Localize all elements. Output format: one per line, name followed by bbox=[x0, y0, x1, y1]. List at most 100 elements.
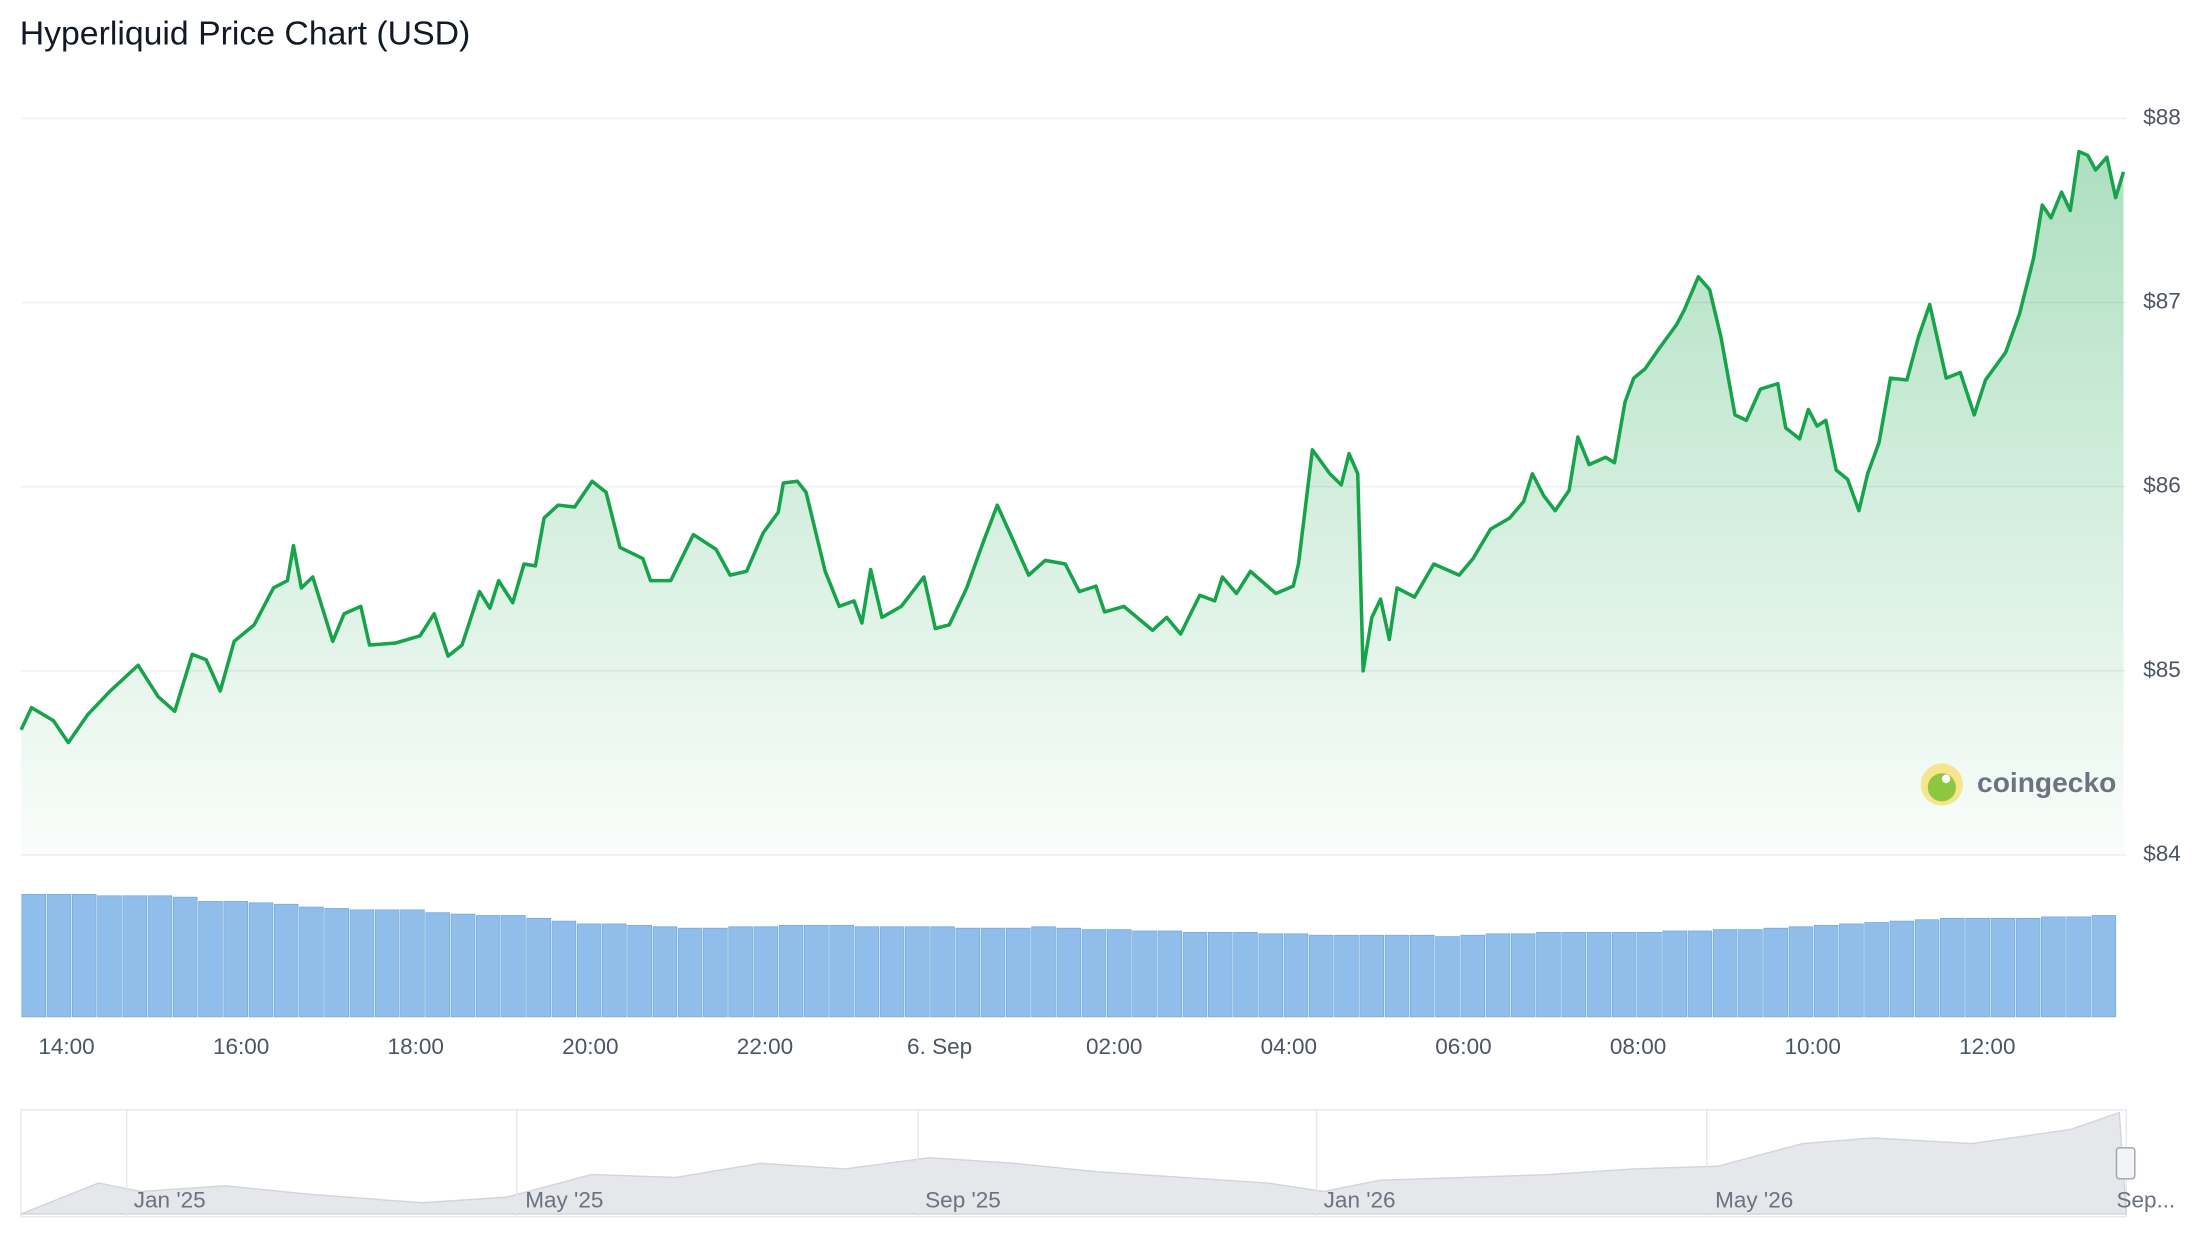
navigator-label: May '25 bbox=[525, 1187, 603, 1212]
volume-bar bbox=[1914, 919, 1940, 1018]
volume-bar bbox=[1839, 923, 1864, 1018]
volume-bar bbox=[930, 926, 955, 1018]
volume-bar bbox=[71, 894, 97, 1018]
volume-bar bbox=[1788, 926, 1814, 1018]
volume-bar bbox=[1359, 934, 1385, 1018]
volume-bar bbox=[677, 927, 703, 1018]
x-tick-label: 22:00 bbox=[737, 1034, 793, 1059]
volume-bar bbox=[854, 926, 880, 1018]
navigator: Jan '25 May '25 Sep '25 Jan '26 May '26 … bbox=[20, 1109, 2175, 1218]
volume-bar bbox=[1687, 930, 1713, 1018]
volume-bar bbox=[1990, 917, 2016, 1018]
volume-bar bbox=[703, 927, 728, 1018]
volume-bar bbox=[980, 927, 1006, 1018]
volume-bar bbox=[905, 926, 930, 1018]
volume-bar bbox=[248, 902, 274, 1018]
volume-bar bbox=[1586, 932, 1612, 1018]
volume-bar bbox=[122, 895, 147, 1018]
volume-bar bbox=[879, 926, 905, 1018]
x-tick-label: 14:00 bbox=[38, 1034, 94, 1059]
volume-bar bbox=[1132, 930, 1157, 1018]
volume-bar bbox=[1233, 932, 1258, 1018]
volume-bar bbox=[1056, 927, 1082, 1018]
volume-bar bbox=[1107, 929, 1132, 1018]
volume-bar bbox=[475, 915, 501, 1018]
volume-bar bbox=[1536, 932, 1561, 1018]
x-tick-label: 16:00 bbox=[213, 1034, 269, 1059]
volume-bar bbox=[349, 909, 375, 1018]
volume-bar bbox=[1611, 932, 1637, 1018]
navigator-label: Jan '26 bbox=[1324, 1187, 1396, 1212]
volume-bar bbox=[1763, 927, 1788, 1018]
volume-bar bbox=[273, 903, 299, 1018]
navigator-label: Jan '25 bbox=[134, 1187, 206, 1212]
volume-bar bbox=[1006, 927, 1031, 1018]
volume-bar bbox=[1207, 932, 1233, 1018]
y-tick-label: $87 bbox=[2143, 289, 2181, 314]
volume-bar bbox=[425, 912, 450, 1018]
volume-bar bbox=[299, 906, 324, 1018]
x-tick-label: 04:00 bbox=[1261, 1034, 1317, 1059]
volume-bar bbox=[2091, 915, 2117, 1018]
x-tick-label: 18:00 bbox=[388, 1034, 444, 1059]
volume-bar bbox=[1561, 932, 1586, 1018]
volume-bar bbox=[1712, 929, 1738, 1018]
volume-bar bbox=[2066, 916, 2091, 1018]
watermark: coingecko bbox=[1920, 763, 2116, 806]
volume-bar bbox=[1662, 930, 1687, 1018]
volume-bar bbox=[1258, 933, 1284, 1018]
volume-bar bbox=[97, 895, 122, 1018]
volume-bar bbox=[1460, 934, 1485, 1018]
volume-bar bbox=[1409, 934, 1435, 1018]
volume-bar bbox=[172, 896, 198, 1018]
volume-bar bbox=[652, 926, 678, 1018]
navigator-label: May '26 bbox=[1715, 1187, 1793, 1212]
volume-bar bbox=[198, 901, 223, 1018]
volume-bar bbox=[526, 917, 551, 1018]
x-tick-label: 08:00 bbox=[1610, 1034, 1666, 1059]
volume-bar bbox=[374, 909, 400, 1018]
y-tick-label: $86 bbox=[2143, 473, 2181, 498]
y-tick-label: $84 bbox=[2143, 841, 2181, 866]
volume-bar bbox=[1864, 922, 1889, 1018]
volume-bar bbox=[829, 924, 854, 1018]
volume-bar bbox=[324, 908, 349, 1018]
volume-bar bbox=[955, 927, 981, 1018]
x-tick-label: 02:00 bbox=[1086, 1034, 1142, 1059]
x-tick-label: 06:00 bbox=[1435, 1034, 1491, 1059]
volume-bar bbox=[1485, 933, 1511, 1018]
volume-bar bbox=[576, 923, 602, 1018]
volume-bar bbox=[627, 924, 652, 1018]
volume-bar bbox=[46, 894, 72, 1018]
volume-bar bbox=[728, 926, 753, 1018]
price-area bbox=[21, 151, 2124, 855]
chart-title: Hyperliquid Price Chart (USD) bbox=[20, 14, 471, 52]
watermark-text: coingecko bbox=[1977, 767, 2116, 798]
x-tick-label: 12:00 bbox=[1959, 1034, 2015, 1059]
volume-bar bbox=[2015, 917, 2041, 1018]
volume-bar bbox=[1283, 933, 1309, 1018]
volume-bar bbox=[1940, 917, 1965, 1018]
navigator-handle[interactable] bbox=[2115, 1147, 2136, 1180]
volume-bar bbox=[804, 924, 829, 1018]
volume-bar bbox=[1384, 934, 1410, 1018]
y-tick-label: $88 bbox=[2143, 104, 2181, 129]
navigator-label: Sep '25 bbox=[925, 1187, 1001, 1212]
x-tick-label: 10:00 bbox=[1785, 1034, 1841, 1059]
volume-bar bbox=[1308, 934, 1334, 1018]
volume-bar bbox=[1965, 917, 1990, 1018]
volume-bar bbox=[501, 915, 526, 1018]
volume-bar bbox=[753, 926, 779, 1018]
y-tick-label: $85 bbox=[2143, 657, 2181, 682]
volume-bar bbox=[1334, 934, 1359, 1018]
volume-bar bbox=[400, 909, 425, 1018]
volume-bar bbox=[1435, 936, 1460, 1018]
volume-bar bbox=[1031, 926, 1056, 1018]
volume-bar bbox=[1081, 929, 1107, 1018]
navigator-label: Sep... bbox=[2116, 1187, 2175, 1212]
volume-bar bbox=[147, 895, 173, 1018]
volume-bar bbox=[223, 901, 248, 1018]
volume-bar bbox=[1813, 924, 1839, 1018]
volume-bar bbox=[1157, 930, 1183, 1018]
volume-bar bbox=[551, 920, 577, 1018]
